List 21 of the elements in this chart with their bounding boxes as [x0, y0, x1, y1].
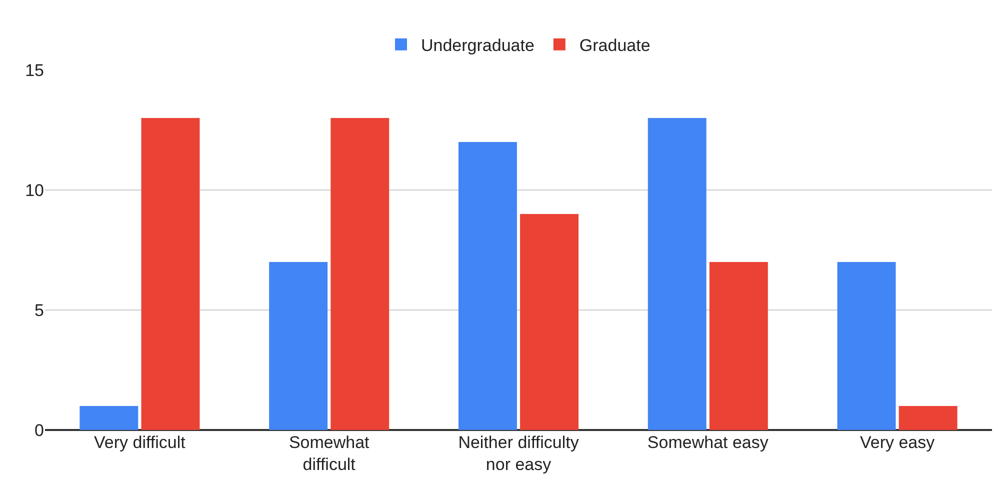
x-tick-label: Very difficult: [94, 433, 186, 452]
x-tick-label: Somewhat easy: [647, 433, 769, 452]
bar: [458, 142, 517, 430]
y-tick-label: 10: [25, 180, 44, 200]
y-tick-label: 0: [34, 420, 44, 440]
bar: [837, 262, 896, 430]
bar: [141, 118, 200, 430]
bar: [520, 214, 579, 430]
x-tick-label: Neither difficulty nor easy: [458, 433, 580, 474]
y-tick-label: 15: [25, 60, 44, 80]
bar: [269, 262, 328, 430]
bar: [709, 262, 768, 430]
legend-label: Graduate: [579, 36, 650, 55]
bar: [80, 406, 138, 430]
bar: [648, 118, 706, 430]
x-tick-label: Somewhat difficult: [288, 433, 370, 474]
bar: [330, 118, 390, 430]
bar: [898, 406, 958, 430]
legend-label: Undergraduate: [421, 36, 534, 55]
y-tick-label: 5: [34, 300, 44, 320]
x-tick-label: Very easy: [860, 433, 936, 452]
